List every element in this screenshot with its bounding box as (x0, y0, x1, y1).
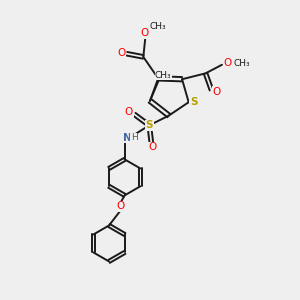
Text: S: S (146, 120, 153, 130)
Text: H: H (131, 134, 137, 142)
Text: O: O (149, 142, 157, 152)
Text: O: O (223, 58, 232, 68)
Text: CH₃: CH₃ (234, 59, 250, 68)
Text: S: S (190, 97, 197, 107)
Text: CH₃: CH₃ (150, 22, 166, 31)
Text: CH₃: CH₃ (155, 70, 172, 80)
Text: N: N (123, 133, 132, 143)
Text: O: O (213, 87, 221, 97)
Text: O: O (125, 107, 133, 117)
Text: O: O (117, 201, 125, 211)
Text: O: O (117, 48, 125, 58)
Text: O: O (140, 28, 148, 38)
